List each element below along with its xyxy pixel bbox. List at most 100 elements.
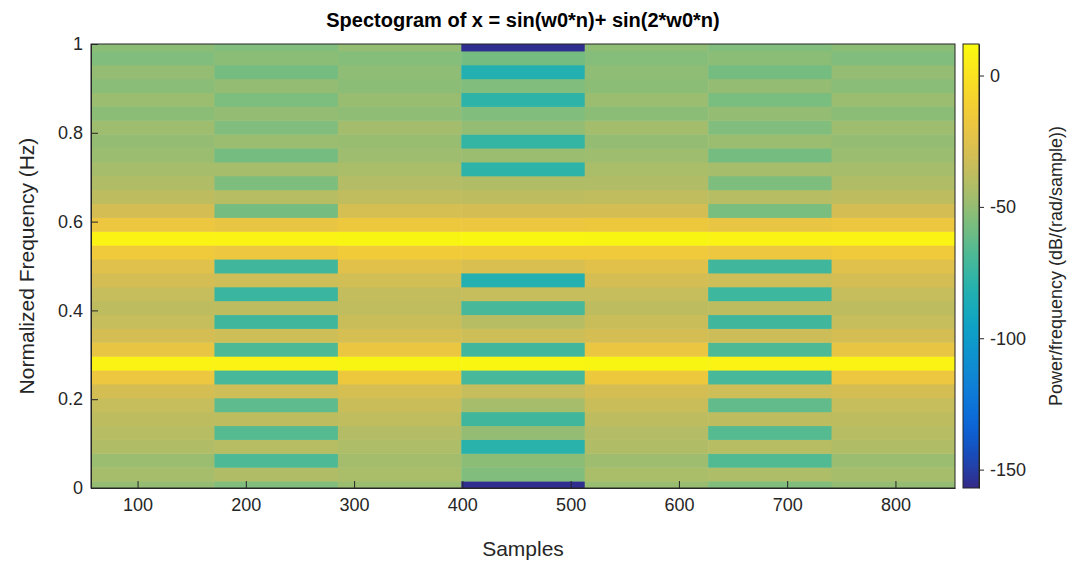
tick-label: -50 bbox=[990, 197, 1016, 217]
cell bbox=[708, 467, 832, 481]
cell bbox=[461, 467, 585, 481]
cell bbox=[832, 44, 955, 51]
cell bbox=[585, 134, 709, 148]
cell bbox=[832, 481, 955, 488]
cell bbox=[461, 301, 585, 315]
tick: 0.6 bbox=[58, 212, 98, 232]
cell bbox=[832, 370, 955, 384]
tick-mark bbox=[979, 207, 984, 208]
cell bbox=[832, 287, 955, 301]
cell bbox=[91, 356, 215, 370]
cell bbox=[708, 231, 832, 245]
cell bbox=[338, 426, 462, 440]
colorbar-title: Power/frequency (dB/(rad/sample)) bbox=[1046, 126, 1066, 406]
cell bbox=[832, 176, 955, 190]
tick: 1 bbox=[73, 34, 98, 54]
cell bbox=[832, 356, 955, 370]
cell bbox=[338, 467, 462, 481]
cell bbox=[832, 315, 955, 329]
cell bbox=[708, 273, 832, 287]
cell bbox=[461, 217, 585, 231]
cell bbox=[214, 412, 338, 426]
cell bbox=[832, 245, 955, 259]
tick-mark bbox=[91, 44, 98, 45]
cell bbox=[832, 148, 955, 162]
cell bbox=[91, 412, 215, 426]
cell bbox=[585, 356, 709, 370]
cell bbox=[832, 273, 955, 287]
cell bbox=[461, 134, 585, 148]
cell bbox=[461, 412, 585, 426]
cell bbox=[338, 245, 462, 259]
tick-mark bbox=[354, 481, 355, 488]
cell bbox=[585, 301, 709, 315]
cell bbox=[338, 120, 462, 134]
cell bbox=[338, 412, 462, 426]
cell bbox=[91, 287, 215, 301]
x-axis-title: Samples bbox=[482, 537, 564, 560]
cell bbox=[214, 328, 338, 342]
cell bbox=[461, 65, 585, 79]
colorbar bbox=[963, 44, 979, 488]
cell bbox=[585, 217, 709, 231]
cell bbox=[832, 231, 955, 245]
cell bbox=[708, 176, 832, 190]
cell bbox=[708, 439, 832, 453]
cell bbox=[461, 481, 585, 488]
tick-label: 800 bbox=[881, 495, 911, 515]
cell bbox=[338, 453, 462, 467]
cell bbox=[585, 106, 709, 120]
cell bbox=[708, 148, 832, 162]
cell bbox=[708, 412, 832, 426]
cell bbox=[338, 217, 462, 231]
tick-label: 100 bbox=[123, 495, 153, 515]
cell bbox=[214, 120, 338, 134]
tick-mark bbox=[91, 488, 98, 489]
cell bbox=[585, 120, 709, 134]
cell bbox=[91, 120, 215, 134]
tick-label: 0 bbox=[990, 66, 1000, 86]
cell bbox=[585, 287, 709, 301]
cell bbox=[338, 134, 462, 148]
cell bbox=[338, 79, 462, 93]
cell bbox=[832, 453, 955, 467]
cell bbox=[708, 384, 832, 398]
cell bbox=[91, 439, 215, 453]
chart: 10020030040050060070080000.20.40.60.81-1… bbox=[0, 0, 1082, 567]
cell bbox=[461, 398, 585, 412]
tick: 0.8 bbox=[58, 123, 98, 143]
cell bbox=[585, 51, 709, 65]
cell bbox=[214, 301, 338, 315]
cell bbox=[585, 453, 709, 467]
cell bbox=[461, 190, 585, 204]
tick: -50 bbox=[979, 197, 1016, 217]
cell bbox=[214, 398, 338, 412]
cell bbox=[461, 176, 585, 190]
cell bbox=[832, 190, 955, 204]
cell bbox=[338, 259, 462, 273]
axis-line bbox=[92, 488, 956, 489]
tick: -100 bbox=[979, 329, 1026, 349]
tick-mark bbox=[91, 133, 98, 134]
cell bbox=[832, 384, 955, 398]
cell bbox=[338, 301, 462, 315]
cell bbox=[338, 231, 462, 245]
colorbar-axis: -150-100-500 bbox=[979, 45, 1026, 489]
cells bbox=[91, 44, 955, 488]
cell bbox=[338, 370, 462, 384]
cell bbox=[214, 439, 338, 453]
tick: 400 bbox=[448, 481, 478, 515]
tick-mark bbox=[91, 222, 98, 223]
cell bbox=[338, 356, 462, 370]
plot-frame bbox=[91, 44, 955, 488]
cell bbox=[91, 328, 215, 342]
cell bbox=[214, 79, 338, 93]
tick-label: 300 bbox=[340, 495, 370, 515]
cell bbox=[338, 398, 462, 412]
cell bbox=[585, 273, 709, 287]
cell bbox=[708, 481, 832, 488]
cell bbox=[708, 245, 832, 259]
tick-label: 400 bbox=[448, 495, 478, 515]
cell bbox=[708, 93, 832, 107]
y-axis-title: Normalized Frequency (Hz) bbox=[15, 138, 38, 395]
